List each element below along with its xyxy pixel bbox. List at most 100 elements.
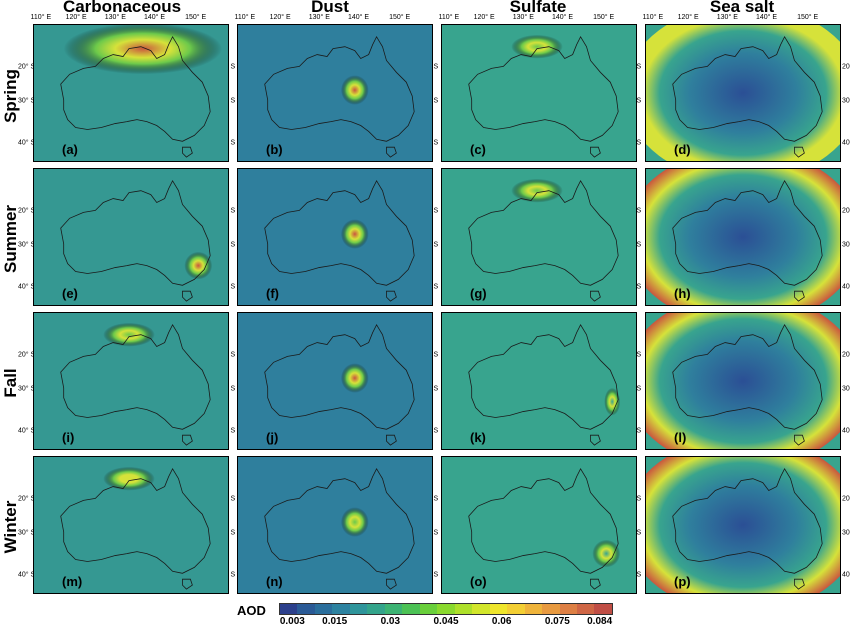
aod-map — [646, 313, 840, 449]
australia-outline — [60, 468, 211, 574]
colorbar-swatch — [472, 604, 490, 614]
latitude-label: 20° S — [842, 63, 850, 71]
latitude-label: 40° S — [842, 427, 850, 435]
aod-map — [442, 313, 636, 449]
column-title-sea-salt: Sea salt — [709, 0, 775, 16]
colorbar-swatch — [542, 604, 560, 614]
map-panel: (o) — [441, 456, 637, 594]
aod-map — [442, 457, 636, 593]
aod-hotspot — [103, 466, 155, 491]
longitude-label: 150° E — [593, 14, 615, 21]
colorbar-tick-label: 0.03 — [380, 616, 401, 627]
aod-hotspot — [340, 363, 369, 393]
aod-map — [34, 313, 228, 449]
panel-label: (n) — [266, 574, 283, 589]
latitude-label: 30° S — [18, 97, 36, 105]
aod-map — [238, 457, 432, 593]
aod-hotspot — [646, 457, 840, 593]
aod-hotspot — [103, 322, 155, 347]
colorbar-swatch — [454, 604, 473, 614]
colorbar-swatch — [297, 604, 315, 614]
tasmania-outline — [386, 434, 397, 446]
tasmania-outline — [182, 578, 193, 590]
longitude-labels: 110° E 120° E 130° E 140° E 150° E — [30, 14, 229, 24]
map-background — [34, 169, 228, 305]
australia-outline — [264, 468, 415, 574]
map-panel: (l) — [645, 312, 841, 450]
panel-label: (c) — [470, 142, 486, 157]
map-panel: (c) — [441, 24, 637, 162]
panel-label: (i) — [62, 430, 75, 445]
latitude-label: 40° S — [18, 283, 36, 291]
australia-outline — [264, 36, 415, 142]
panel-label: (p) — [674, 574, 691, 589]
aod-hotspot — [340, 507, 369, 537]
latitude-label: 40° S — [18, 571, 36, 579]
map-panel: (b) — [237, 24, 433, 162]
aod-map — [442, 25, 636, 161]
australia-outline — [672, 36, 823, 142]
australia-outline — [264, 180, 415, 286]
colorbar-tick-label: 0.06 — [491, 616, 512, 627]
latitude-label: 30° S — [842, 529, 850, 537]
map-panel: (p) — [645, 456, 841, 594]
latitude-label: 20° S — [842, 351, 850, 359]
column-title-dust: Dust — [311, 0, 349, 16]
latitude-label: 40° S — [842, 139, 850, 147]
longitude-label: 130° E — [308, 14, 330, 21]
aod-map — [238, 169, 432, 305]
tasmania-outline — [590, 146, 601, 158]
longitude-label: 110° E — [642, 14, 664, 21]
longitude-label: 150° E — [185, 14, 207, 21]
map-panel: (h) — [645, 168, 841, 306]
colorbar-swatch — [384, 604, 403, 614]
aod-hotspot — [63, 25, 223, 75]
panel-label: (d) — [674, 142, 691, 157]
aod-hotspot — [340, 219, 369, 249]
tasmania-outline — [182, 434, 193, 446]
longitude-label: 150° E — [797, 14, 819, 21]
colorbar-tick-label: 0.075 — [544, 616, 570, 627]
colorbar-swatch — [367, 604, 385, 614]
aod-map — [646, 457, 840, 593]
tasmania-outline — [590, 578, 601, 590]
aod-map — [34, 457, 228, 593]
latitude-labels: 20° S 30° S 40° S — [842, 168, 850, 306]
colorbar-swatch — [437, 604, 455, 614]
map-panel: (e) — [33, 168, 229, 306]
panel-label: (j) — [266, 430, 279, 445]
latitude-labels: 20° S 30° S 40° S — [18, 168, 42, 306]
longitude-label: 130° E — [104, 14, 126, 21]
colorbar-swatch — [280, 604, 298, 614]
tasmania-outline — [794, 434, 805, 446]
longitude-label: 140° E — [755, 14, 778, 21]
panel-label: (o) — [470, 574, 487, 589]
latitude-label: 20° S — [18, 351, 36, 359]
latitude-label: 30° S — [842, 241, 850, 249]
colorbar-swatch — [594, 604, 612, 614]
aod-map — [442, 169, 636, 305]
colorbar-swatch — [559, 604, 577, 614]
column-title-carbonaceous: Carbonaceous — [62, 0, 182, 16]
colorbar-swatch — [507, 604, 525, 614]
latitude-label: 40° S — [18, 427, 36, 435]
longitude-label: 110° E — [30, 14, 52, 21]
latitude-label: 40° S — [842, 571, 850, 579]
panel-label: (b) — [266, 142, 283, 157]
australia-outline — [672, 324, 823, 430]
longitude-label: 130° E — [512, 14, 534, 21]
panel-label: (m) — [62, 574, 83, 589]
colorbar-swatch — [349, 604, 368, 614]
aod-hotspot — [646, 169, 840, 305]
australia-outline — [60, 324, 211, 430]
latitude-label: 30° S — [842, 385, 850, 393]
latitude-label: 20° S — [842, 495, 850, 503]
australia-outline — [672, 180, 823, 286]
aod-map — [238, 313, 432, 449]
longitude-label: 120° E — [677, 14, 699, 21]
panel-label: (e) — [62, 286, 78, 301]
panel-label: (a) — [62, 142, 78, 157]
latitude-labels: 20° S 30° S 40° S — [18, 312, 42, 450]
tasmania-outline — [794, 146, 805, 158]
latitude-label: 40° S — [842, 283, 850, 291]
